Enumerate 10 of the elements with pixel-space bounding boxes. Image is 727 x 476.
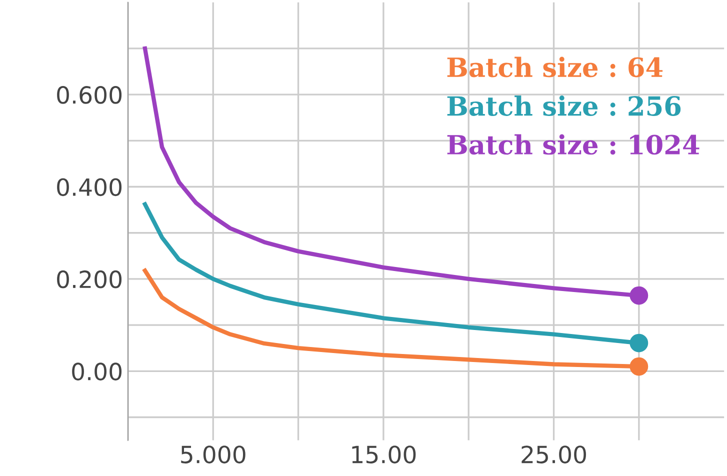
- text: Batch size : 256: [447, 96, 681, 116]
- y-tick-label: 0.400: [57, 178, 122, 196]
- text: Batch size : 1024: [447, 134, 700, 155]
- y-tick-label: 0.200: [57, 270, 122, 288]
- x-tick-label: 15.00: [352, 446, 416, 464]
- x-tick-label: 5.000: [181, 446, 246, 464]
- x-tick-label: 25.00: [522, 446, 586, 464]
- y-tick-label: 0.600: [57, 86, 122, 104]
- y-tick-label: 0.00: [72, 362, 122, 380]
- text: Batch size : 64: [447, 56, 663, 78]
